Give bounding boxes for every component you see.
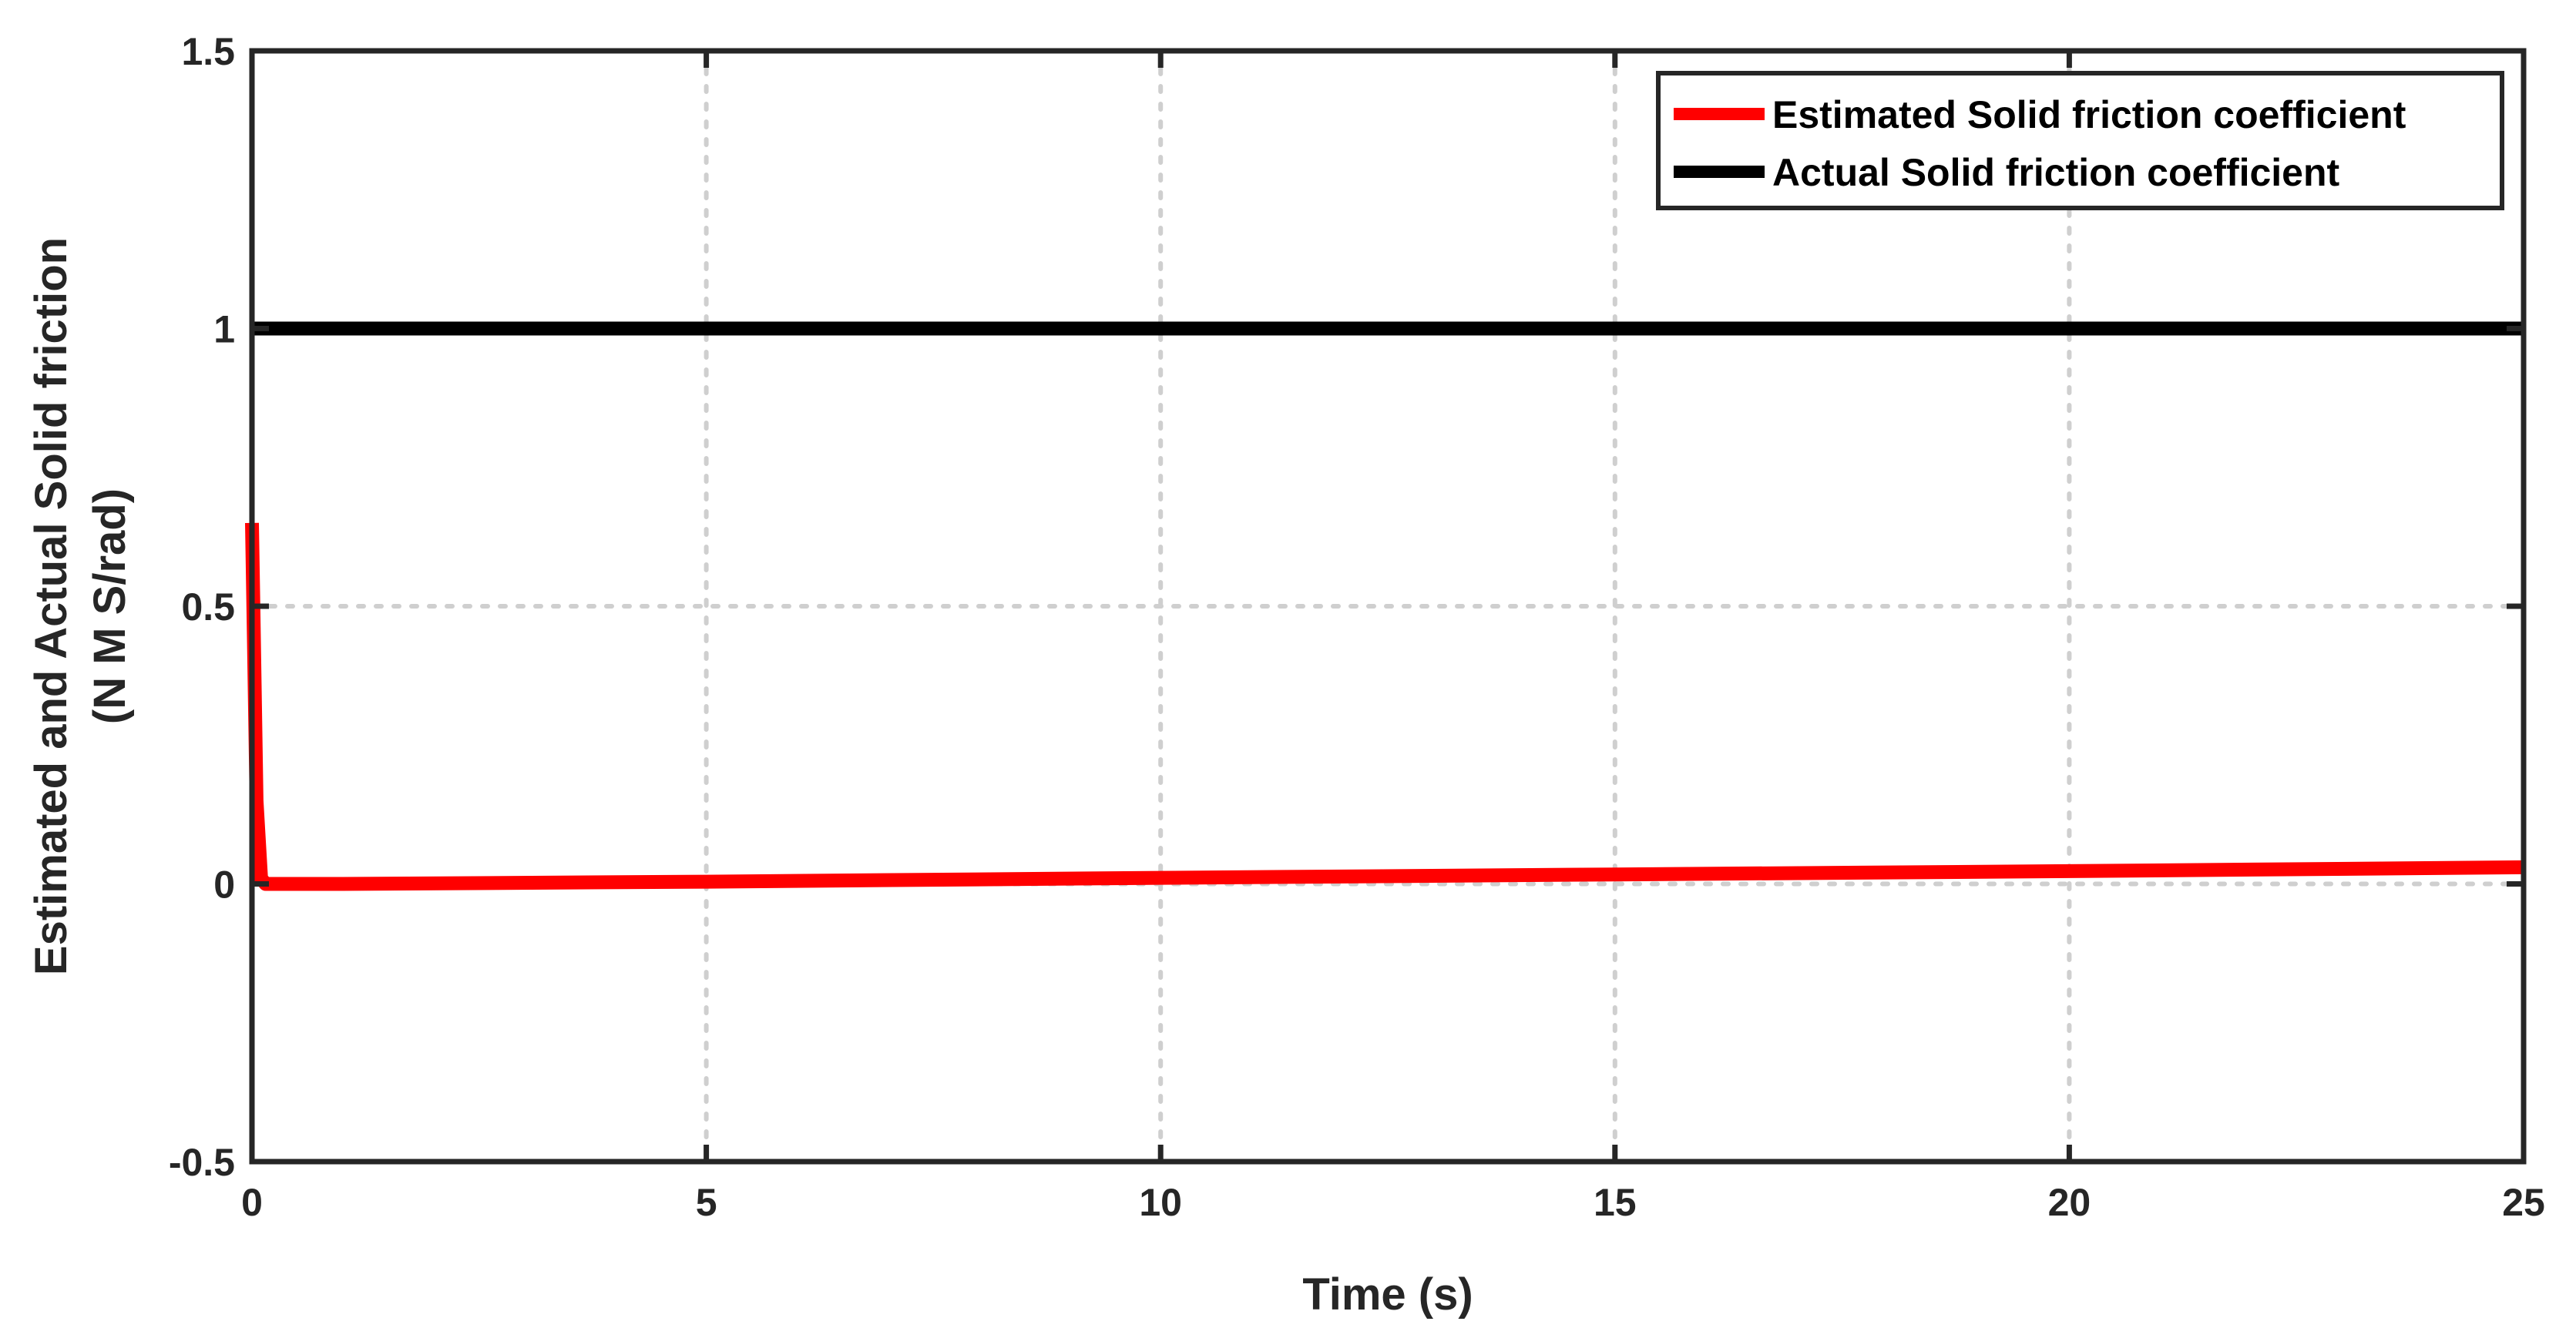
y-tick-label: 1 [213, 308, 235, 351]
tick-labels: 0 5 10 15 20 25-0.500.511.5 [169, 30, 2545, 1224]
y-axis-label-line-2: (N M S/rad) [85, 488, 135, 724]
x-tick-label: 15 [1594, 1181, 1637, 1224]
x-tick-label: 20 [2048, 1181, 2091, 1224]
legend-box [1656, 71, 2504, 210]
legend-label-actual: Actual Solid friction coefficient [1772, 151, 2340, 194]
tick-marks [249, 48, 2527, 1165]
series-line-estimated [245, 522, 2524, 891]
y-tick-label: 0.5 [181, 585, 235, 629]
y-axis-label-line-1: Estimated and Actual Solid friction [26, 237, 76, 975]
x-tick-label: 10 [1139, 1181, 1182, 1224]
legend-label-estimated: Estimated Solid friction coefficient [1772, 93, 2406, 136]
y-tick-label: -0.5 [169, 1141, 235, 1184]
x-axis-label: Time (s) [1302, 1269, 1473, 1320]
legend: Estimated Solid friction coefficient Act… [1656, 71, 2504, 210]
x-tick-label: 5 [696, 1181, 717, 1224]
y-tick-label: 0 [213, 864, 235, 907]
plot-series [245, 321, 2524, 891]
x-tick-label: 0 [241, 1181, 263, 1224]
y-tick-label: 1.5 [181, 30, 235, 73]
x-tick-label: 25 [2502, 1181, 2545, 1224]
